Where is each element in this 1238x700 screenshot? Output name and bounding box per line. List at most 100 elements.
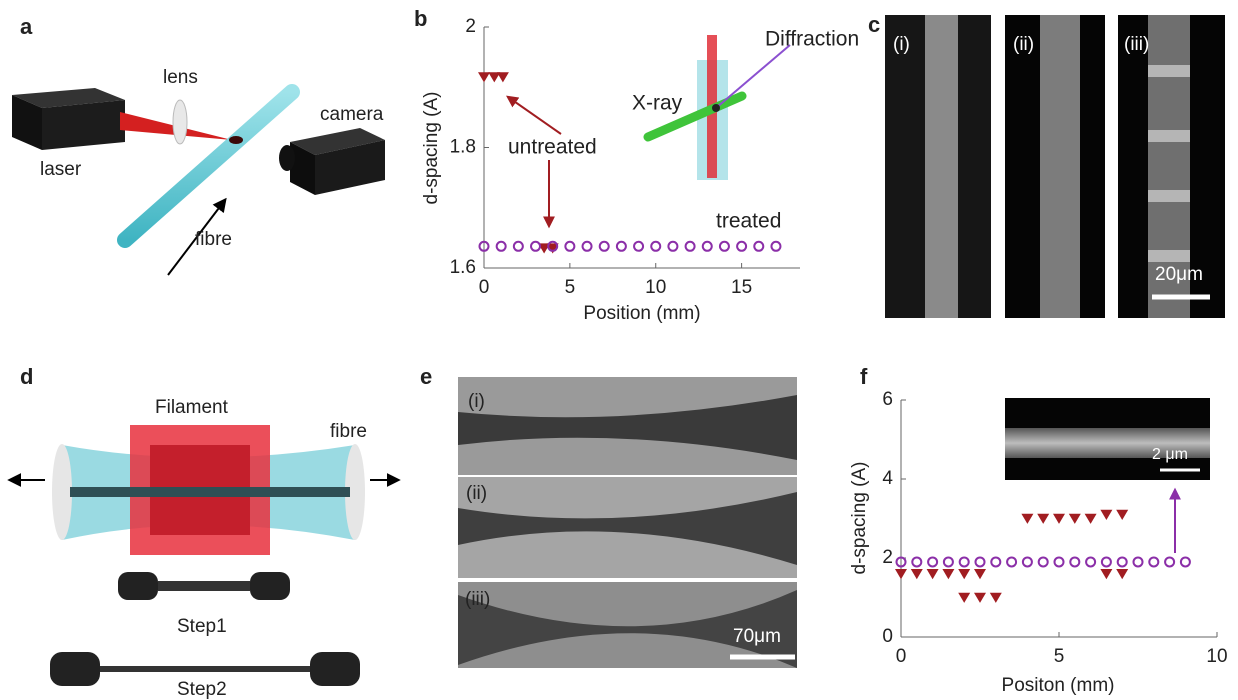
point	[565, 242, 574, 251]
point	[600, 242, 609, 251]
fibre-core	[70, 487, 350, 497]
point	[976, 557, 985, 566]
x-tick-label: 10	[645, 277, 666, 298]
y-tick-label: 2	[882, 547, 893, 568]
point	[1021, 514, 1033, 524]
point	[497, 242, 506, 251]
point	[1116, 510, 1128, 520]
point	[974, 593, 986, 603]
specimen-end	[50, 652, 100, 686]
label: fibre	[330, 421, 367, 442]
point	[1100, 569, 1112, 579]
point	[1165, 557, 1174, 566]
panel-label: a	[20, 14, 33, 39]
point	[1181, 557, 1190, 566]
panel-d: d Filament fibre Step1 Step2	[10, 364, 398, 700]
label: Step1	[177, 616, 227, 637]
point	[912, 557, 921, 566]
y-tick-label: 1.6	[450, 257, 476, 278]
x-tick-label: 5	[1054, 646, 1065, 667]
point	[1085, 514, 1097, 524]
annotation: Diffraction	[765, 28, 859, 51]
label: Step2	[177, 679, 227, 700]
point	[990, 593, 1002, 603]
point	[1116, 569, 1128, 579]
panel-b: b	[414, 6, 790, 226]
y-tick-label: 2	[465, 16, 476, 37]
panel-label: e	[420, 364, 432, 389]
sub-label: (i)	[893, 34, 910, 55]
panel-label: d	[20, 364, 33, 389]
annotation: untreated	[508, 136, 597, 159]
point	[478, 72, 490, 82]
point	[497, 72, 509, 82]
point	[911, 569, 923, 579]
inset-spot	[712, 104, 720, 112]
panel-label: c	[868, 12, 880, 37]
camera-lens	[279, 145, 295, 171]
label: camera	[320, 104, 384, 125]
x-tick-label: 15	[731, 277, 752, 298]
point	[583, 242, 592, 251]
point	[703, 242, 712, 251]
sub-label: (iii)	[1124, 34, 1149, 55]
point	[651, 242, 660, 251]
point	[927, 569, 939, 579]
image-band	[925, 15, 958, 318]
x-tick-label: 10	[1206, 646, 1227, 667]
specimen	[158, 581, 250, 591]
image-band	[1040, 15, 1080, 318]
point	[958, 569, 970, 579]
label: Filament	[155, 397, 229, 418]
point	[958, 593, 970, 603]
point	[1118, 557, 1127, 566]
point	[634, 242, 643, 251]
label: laser	[40, 159, 82, 180]
point	[668, 242, 677, 251]
x-tick-label: 5	[565, 277, 576, 298]
y-tick-label: 1.8	[450, 137, 476, 158]
sub-label: (ii)	[466, 483, 487, 504]
scale-label: 70μm	[733, 626, 781, 647]
image-stripe	[1148, 250, 1190, 262]
point	[974, 569, 986, 579]
point	[944, 557, 953, 566]
point	[531, 242, 540, 251]
panel-label: b	[414, 6, 427, 31]
point	[514, 242, 523, 251]
point	[1149, 557, 1158, 566]
x-tick-label: 0	[896, 646, 907, 667]
image-stripe	[1148, 190, 1190, 202]
label: lens	[163, 67, 198, 88]
point	[895, 569, 907, 579]
panel-c: c (i) (ii) (iii) 20μm	[868, 12, 1225, 318]
point	[1023, 557, 1032, 566]
point	[1069, 514, 1081, 524]
image-stripe	[1148, 130, 1190, 142]
point	[617, 242, 626, 251]
panel-e: e (i) (ii) (iii) 70μm	[420, 364, 797, 668]
lens	[173, 100, 187, 144]
y-tick-label: 6	[882, 389, 893, 410]
point	[1039, 557, 1048, 566]
panel-label: f	[860, 364, 868, 389]
y-axis-label: d-spacing (A)	[421, 92, 442, 205]
annotation: treated	[716, 210, 781, 233]
point	[1053, 514, 1065, 524]
spot	[229, 136, 243, 144]
point	[942, 569, 954, 579]
point	[1070, 557, 1079, 566]
panel-a: a lens laser camera fibre	[12, 14, 385, 275]
y-tick-label: 4	[882, 468, 893, 489]
point	[928, 557, 937, 566]
x-axis-label: Position (mm)	[583, 303, 700, 324]
point	[1100, 510, 1112, 520]
specimen-end	[118, 572, 158, 600]
figure: a lens laser camera fibre b c	[0, 0, 1238, 700]
fibre	[125, 92, 292, 240]
y-axis-label: d-spacing (A)	[849, 462, 870, 575]
point	[1055, 557, 1064, 566]
scale-label: 20μm	[1155, 264, 1203, 285]
specimen	[100, 666, 310, 672]
sub-label: (i)	[468, 391, 485, 412]
